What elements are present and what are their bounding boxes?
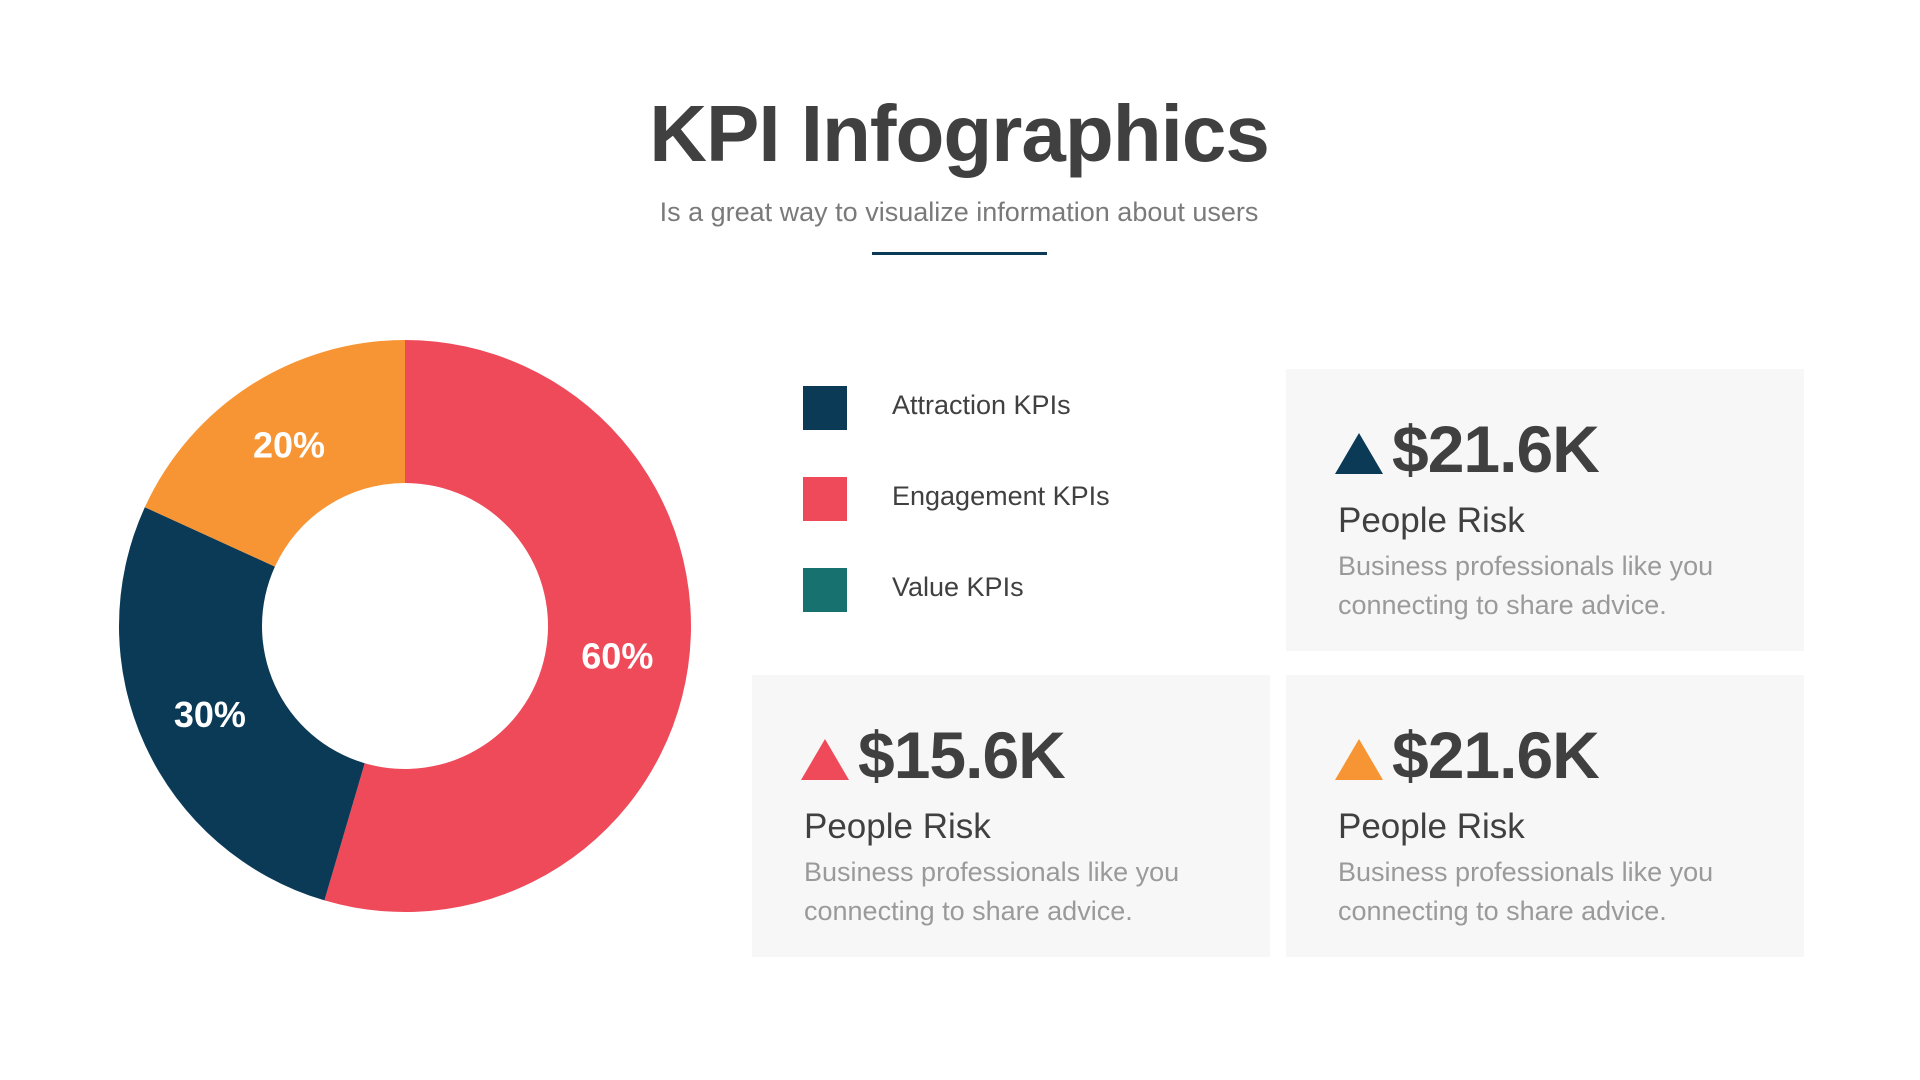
kpi-title: People Risk [1338, 501, 1525, 540]
slice-label: 60% [581, 636, 653, 677]
donut-slice-2 [144, 340, 405, 567]
legend-label: Value KPIs [892, 572, 1024, 602]
kpi-title: People Risk [804, 807, 991, 846]
triangle-up-icon [1335, 739, 1383, 780]
donut-slice-1 [118, 507, 365, 901]
legend-label: Engagement KPIs [892, 481, 1110, 511]
title-divider [872, 252, 1047, 255]
legend-swatch [803, 568, 847, 612]
legend-label: Attraction KPIs [892, 390, 1071, 420]
donut-slice-0 [324, 340, 692, 913]
kpi-card-3: $21.6K People Risk Business professional… [1286, 675, 1804, 957]
kpi-card-2: $15.6K People Risk Business professional… [752, 675, 1270, 957]
kpi-description: Business professionals like you connecti… [1338, 857, 1714, 926]
kpi-value: $21.6K [1392, 412, 1600, 486]
triangle-up-icon [801, 739, 849, 780]
kpi-description: Business professionals like you connecti… [1338, 551, 1714, 620]
legend-swatch [803, 477, 847, 521]
kpi-description: Business professionals like you connecti… [804, 857, 1180, 926]
legend-swatch [803, 386, 847, 430]
kpi-value: $21.6K [1392, 718, 1600, 792]
donut-chart: 60% 30% 20% [118, 340, 692, 913]
kpi-value: $15.6K [858, 718, 1066, 792]
kpi-title: People Risk [1338, 807, 1525, 846]
kpi-card-1: $21.6K People Risk Business professional… [1286, 369, 1804, 651]
slice-label: 30% [174, 694, 246, 735]
page-subtitle: Is a great way to visualize information … [659, 197, 1259, 227]
slice-label: 20% [253, 425, 325, 466]
triangle-up-icon [1335, 433, 1383, 474]
page-title: KPI Infographics [649, 89, 1270, 178]
